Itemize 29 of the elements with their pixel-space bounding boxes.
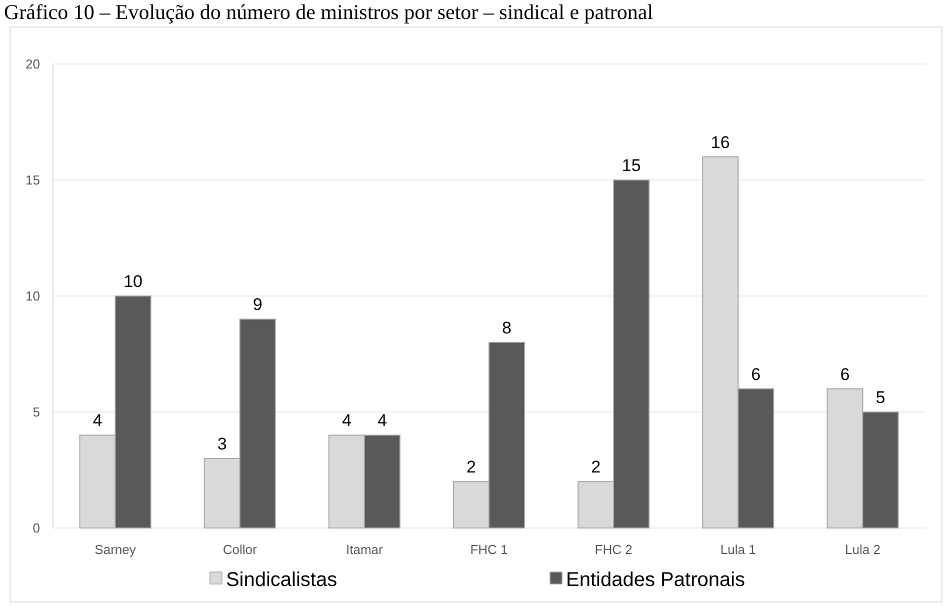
x-tick-label: Sarney — [94, 542, 136, 557]
data-label: 4 — [92, 411, 102, 430]
x-tick-label: Itamar — [346, 542, 384, 557]
x-tick-label: FHC 2 — [594, 542, 632, 557]
data-label: 5 — [876, 388, 886, 407]
x-tick-label: Lula 1 — [720, 542, 756, 557]
y-tick-label: 20 — [26, 56, 40, 72]
data-label: 10 — [124, 272, 142, 291]
data-label: 3 — [217, 434, 227, 454]
legend-label: Entidades Patronais — [566, 569, 746, 591]
data-label: 16 — [710, 132, 730, 152]
data-label: 15 — [622, 156, 641, 175]
data-label: 6 — [751, 364, 761, 384]
data-label: 4 — [377, 411, 387, 430]
data-label: 2 — [466, 458, 476, 477]
x-tick-label: Lula 2 — [845, 542, 880, 557]
legend-label: Sindicalistas — [226, 569, 338, 591]
data-label: 2 — [591, 458, 601, 477]
data-label: 6 — [840, 364, 850, 384]
y-tick-label: 0 — [32, 520, 40, 536]
x-tick-label: Collor — [222, 542, 258, 557]
x-tick-label: FHC 1 — [470, 542, 508, 557]
y-tick-label: 10 — [26, 288, 40, 304]
data-label: 9 — [252, 295, 262, 314]
data-label: 4 — [342, 411, 352, 430]
y-tick-label: 5 — [32, 404, 40, 420]
data-label: 8 — [502, 318, 512, 338]
chart-title: Gráfico 10 – Evolução do número de ministros por setor – sindical e patronal — [4, 0, 654, 24]
y-tick-label: 15 — [26, 172, 40, 188]
